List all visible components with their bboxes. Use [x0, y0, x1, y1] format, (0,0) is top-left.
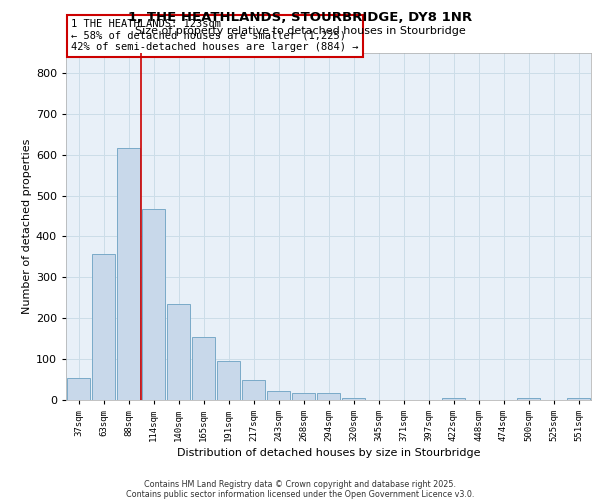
Bar [116, 148, 140, 400]
Bar [92, 254, 115, 400]
Bar [142, 208, 166, 400]
Bar [266, 391, 290, 400]
Text: Contains HM Land Registry data © Crown copyright and database right 2025.
Contai: Contains HM Land Registry data © Crown c… [126, 480, 474, 499]
Text: 1, THE HEATHLANDS, STOURBRIDGE, DY8 1NR: 1, THE HEATHLANDS, STOURBRIDGE, DY8 1NR [128, 11, 472, 24]
Bar [217, 361, 241, 400]
Bar [317, 392, 340, 400]
Bar [191, 336, 215, 400]
Bar [242, 380, 265, 400]
Bar [167, 304, 190, 400]
Text: 1 THE HEATHLANDS: 123sqm
← 58% of detached houses are smaller (1,225)
42% of sem: 1 THE HEATHLANDS: 123sqm ← 58% of detach… [71, 20, 359, 52]
Y-axis label: Number of detached properties: Number of detached properties [22, 138, 32, 314]
Bar [67, 378, 91, 400]
Bar [442, 398, 466, 400]
Text: Size of property relative to detached houses in Stourbridge: Size of property relative to detached ho… [134, 26, 466, 36]
Bar [566, 398, 590, 400]
Bar [292, 392, 316, 400]
Bar [517, 398, 541, 400]
Bar [341, 398, 365, 400]
X-axis label: Distribution of detached houses by size in Stourbridge: Distribution of detached houses by size … [177, 448, 480, 458]
